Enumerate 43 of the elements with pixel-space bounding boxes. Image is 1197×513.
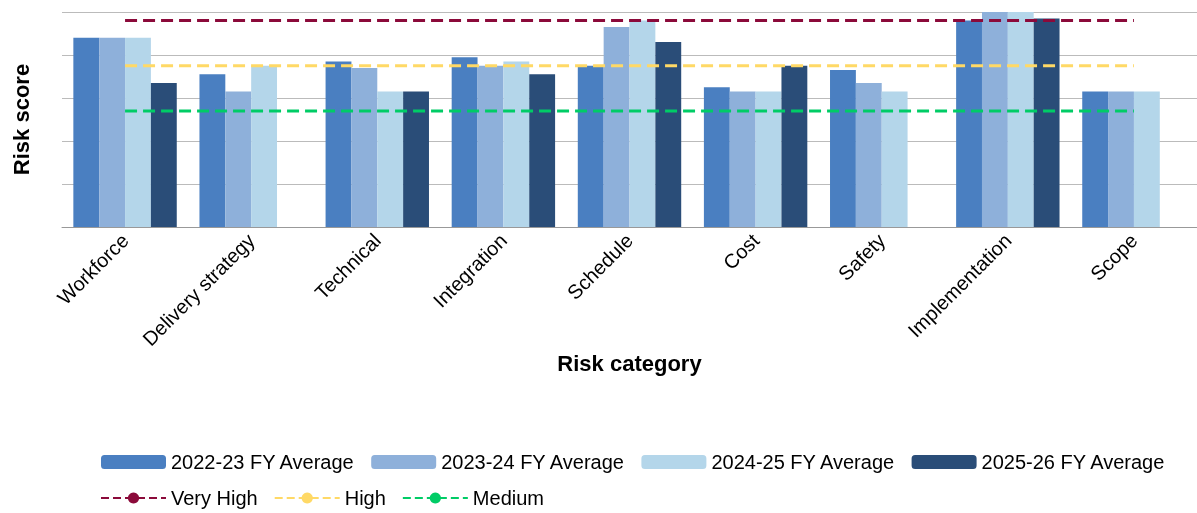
bar: [577, 65, 604, 227]
bar: [1033, 18, 1060, 227]
bar: [451, 57, 478, 227]
bar: [199, 74, 226, 227]
bar: [781, 65, 808, 227]
bar: [703, 87, 730, 227]
bar: [629, 20, 656, 227]
bar: [1108, 91, 1134, 227]
legend-label: High: [344, 487, 386, 509]
bar: [403, 91, 429, 227]
bar: [981, 12, 1008, 227]
bar: [73, 37, 100, 227]
bar: [99, 37, 126, 227]
bar: [1007, 12, 1034, 227]
bar: [755, 91, 782, 227]
bar: [956, 20, 982, 227]
bar: [830, 70, 856, 227]
bar: [655, 42, 682, 227]
bar: [125, 37, 151, 227]
bar: [529, 74, 556, 227]
bar: [150, 82, 177, 227]
x-tick-label: Cost: [718, 228, 764, 274]
y-axis-title: Risk score: [8, 63, 34, 176]
bar: [225, 91, 252, 227]
bar: [881, 91, 908, 227]
bar: [855, 82, 882, 227]
legend-label: 2024-25 FY Average: [711, 451, 895, 473]
legend-label: Very High: [171, 487, 258, 509]
bar: [503, 61, 530, 227]
legend-label: Medium: [472, 487, 544, 509]
bar: [1082, 91, 1109, 227]
x-axis-title: Risk category: [557, 350, 703, 376]
bar: [251, 65, 278, 227]
bar: [1133, 91, 1160, 227]
bar: [377, 91, 404, 227]
legend-label: 2025-26 FY Average: [981, 451, 1165, 473]
legend-label: 2022-23 FY Average: [171, 451, 354, 473]
bar: [603, 27, 630, 227]
bar: [351, 67, 378, 227]
bar: [729, 91, 756, 227]
legend-label: 2023-24 FY Average: [441, 451, 624, 473]
bar: [477, 65, 504, 227]
bar: [325, 61, 352, 227]
